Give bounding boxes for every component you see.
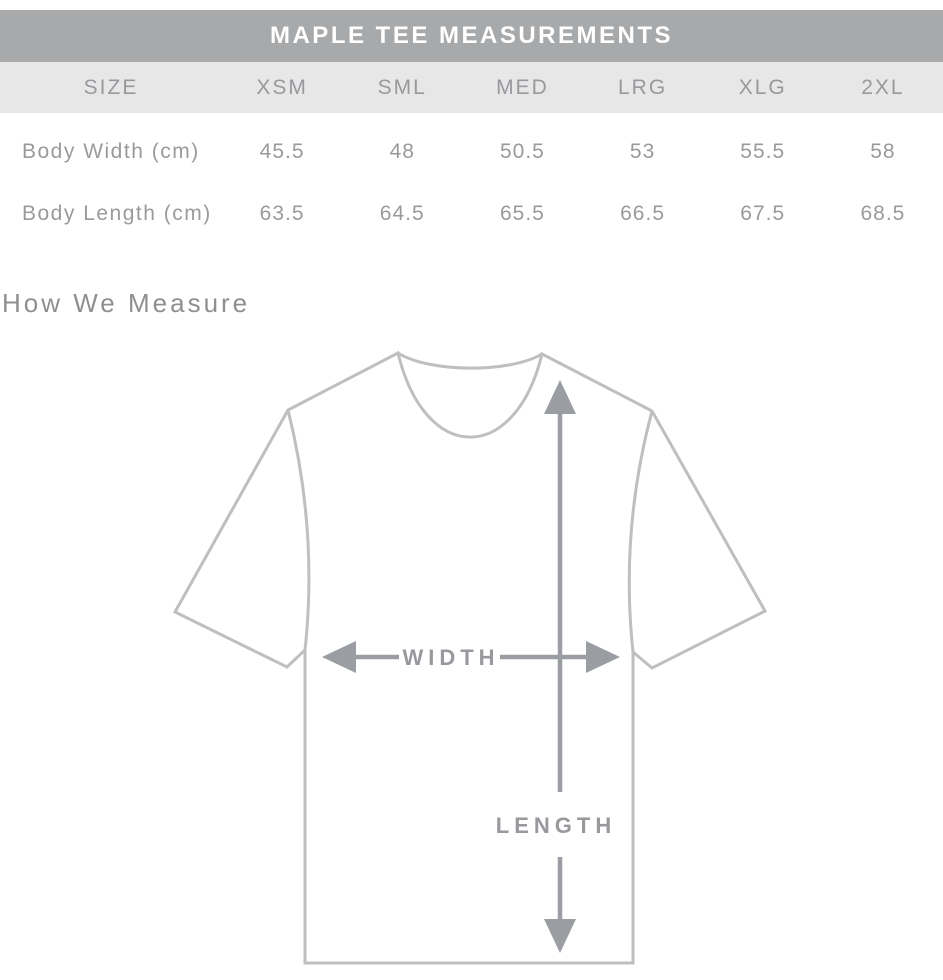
size-header-row: SIZE XSM SML MED LRG XLG 2XL <box>0 62 943 113</box>
column-header-xlg: XLG <box>738 75 787 99</box>
size-table-body: Body Width (cm) 45.5 48 50.5 53 55.5 58 … <box>0 113 943 245</box>
collar-back-curve <box>397 351 543 370</box>
width-label: WIDTH <box>402 645 499 670</box>
body-length-xsm: 63.5 <box>259 202 305 225</box>
row-label-body-width: Body Width (cm) <box>22 140 200 163</box>
body-length-med: 65.5 <box>499 202 545 225</box>
right-armhole-seam <box>627 410 654 653</box>
body-length-sml: 64.5 <box>379 202 425 225</box>
table-row: Body Width (cm) 45.5 48 50.5 53 55.5 58 <box>0 121 943 183</box>
row-label-body-length: Body Length (cm) <box>22 202 212 225</box>
column-header-2xl: 2XL <box>861 75 905 99</box>
column-header-sml: SML <box>377 75 427 99</box>
body-width-sml: 48 <box>389 140 415 163</box>
width-arrow: WIDTH <box>322 641 620 673</box>
column-header-size: SIZE <box>83 75 139 99</box>
body-width-2xl: 58 <box>870 140 896 163</box>
arrow-right-icon <box>586 641 620 673</box>
left-armhole-seam <box>286 409 311 651</box>
arrow-left-icon <box>322 641 356 673</box>
tshirt-outline <box>172 350 768 965</box>
body-width-med: 50.5 <box>499 140 545 163</box>
length-arrow: LENGTH <box>496 380 616 953</box>
column-header-med: MED <box>496 75 549 99</box>
tshirt-body-outline <box>172 350 768 965</box>
column-header-xsm: XSM <box>256 75 308 99</box>
body-width-lrg: 53 <box>629 140 656 163</box>
section-heading: How We Measure <box>2 288 251 318</box>
body-length-xlg: 67.5 <box>740 202 786 225</box>
body-width-xsm: 45.5 <box>259 140 305 163</box>
measurement-diagram: LENGTH WIDTH <box>172 350 768 965</box>
arrow-up-icon <box>544 380 576 414</box>
body-width-xlg: 55.5 <box>740 140 786 163</box>
arrow-down-icon <box>544 919 576 953</box>
body-length-2xl: 68.5 <box>860 202 906 225</box>
table-title-bar: MAPLE TEE MEASUREMENTS <box>0 10 943 62</box>
body-length-lrg: 66.5 <box>620 202 665 225</box>
length-label: LENGTH <box>496 813 616 838</box>
table-row: Body Length (cm) 63.5 64.5 65.5 66.5 67.… <box>0 183 943 245</box>
size-table: SIZE XSM SML MED LRG XLG 2XL Body Width … <box>0 62 943 245</box>
column-header-lrg: LRG <box>617 75 668 99</box>
table-title: MAPLE TEE MEASUREMENTS <box>269 22 674 49</box>
